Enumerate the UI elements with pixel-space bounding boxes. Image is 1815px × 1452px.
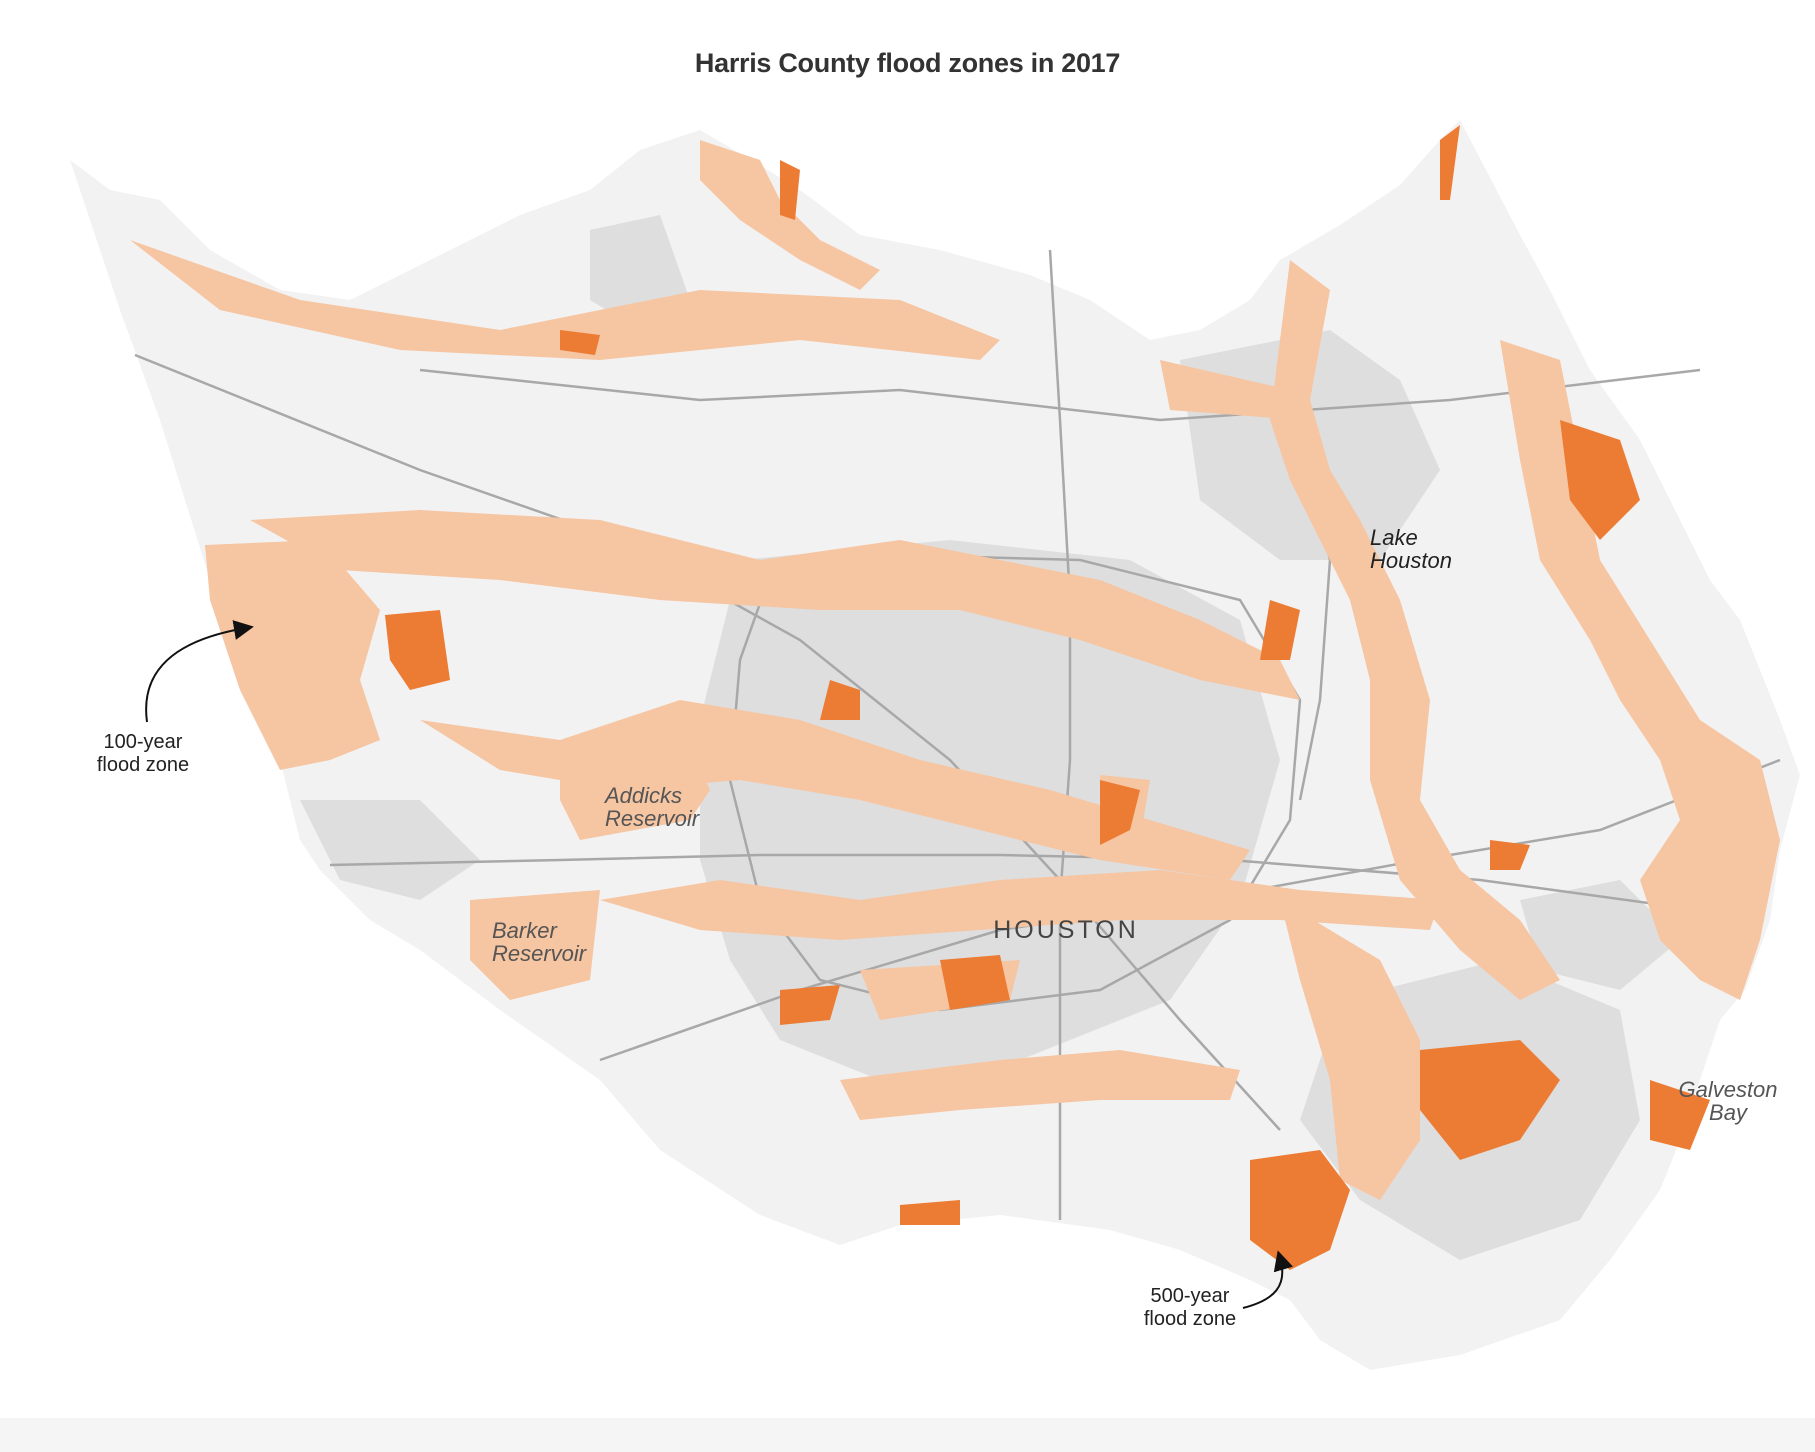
addicks-reservoir-label: Addicks	[603, 783, 682, 808]
barker-reservoir-label: Barker	[492, 918, 558, 943]
zone-500-annotation-2: flood zone	[1144, 1308, 1236, 1330]
galveston-bay-label: Galveston	[1678, 1077, 1777, 1102]
zone-100-annotation: 100-year	[104, 731, 183, 753]
addicks-reservoir-label-2: Reservoir	[605, 806, 701, 831]
zone-100-annotation-2: flood zone	[97, 754, 189, 776]
arrow-icon	[1242, 1250, 1293, 1309]
lake-houston-label: Lake	[1370, 525, 1418, 550]
map-title: Harris County flood zones in 2017	[694, 48, 1121, 78]
bottom-bar	[0, 1418, 1815, 1452]
arrow-icon	[145, 620, 254, 723]
barker-reservoir-label-2: Reservoir	[492, 941, 588, 966]
zone-500-annotation: 500-year	[1151, 1285, 1230, 1307]
zone-500-year	[385, 125, 1710, 1270]
houston-city-label: HOUSTON	[993, 916, 1139, 944]
lake-houston-label-2: Houston	[1370, 548, 1452, 573]
zone-100-year	[130, 140, 1780, 1200]
galveston-bay-label-2: Bay	[1709, 1100, 1749, 1125]
